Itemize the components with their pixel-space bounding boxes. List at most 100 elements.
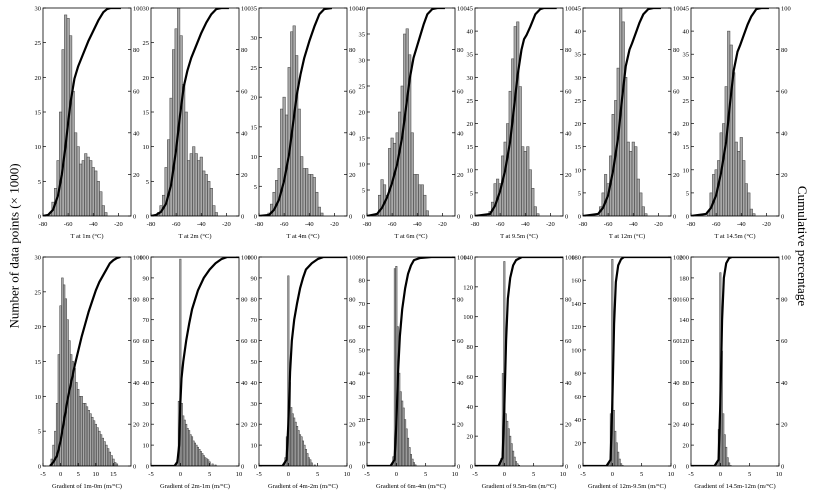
- plot-frame: [150, 256, 240, 467]
- x-tick-label: -40: [629, 221, 638, 228]
- y-tick-label: 0: [146, 214, 149, 221]
- histogram-bar: [179, 258, 182, 466]
- y2-tick-label: 60: [133, 338, 140, 345]
- histogram-bar: [82, 403, 85, 466]
- y2-tick-label: 0: [133, 214, 136, 221]
- x-tick-label: -5: [148, 471, 153, 478]
- y-tick-label: 35: [683, 52, 690, 59]
- histogram-bar: [312, 177, 316, 216]
- y-tick-label: 5: [686, 190, 689, 197]
- x-tick-label: -20: [114, 221, 123, 228]
- histogram-bar: [508, 90, 512, 216]
- y-tick-label: 25: [467, 98, 474, 105]
- y2-tick-label: 60: [133, 89, 140, 96]
- y-tick-label: 0: [38, 214, 41, 221]
- y-tick-label: 20: [575, 121, 582, 128]
- histogram-bar: [712, 174, 716, 216]
- y2-tick-label: 100: [781, 255, 791, 262]
- histogram-bar: [526, 146, 530, 216]
- histogram-bar: [621, 21, 625, 216]
- y-tick-label: 25: [35, 40, 42, 47]
- histogram-bars: [50, 277, 119, 466]
- y-tick-label: 140: [463, 255, 473, 262]
- histogram-bar: [752, 213, 756, 216]
- x-axis-label: Gradient of 9.5m-6m (m/°C): [482, 483, 557, 490]
- histogram-bar: [413, 174, 417, 216]
- y2-tick-label: 40: [349, 130, 356, 137]
- y-tick-label: 35: [359, 32, 366, 39]
- x-tick-label: -80: [39, 221, 48, 228]
- histogram-bar: [209, 188, 213, 216]
- x-tick-label: 5: [640, 471, 643, 478]
- histogram-bar: [110, 455, 113, 466]
- y-tick-label: 10: [35, 394, 42, 401]
- cumulative-curve: [259, 257, 347, 466]
- y2-tick-label: 40: [241, 380, 248, 387]
- plot-frame: [474, 7, 564, 217]
- histogram-bar: [164, 167, 168, 216]
- histogram-bar: [300, 156, 304, 216]
- y2-tick-label: 100: [673, 6, 683, 13]
- plot-frame: [582, 7, 672, 217]
- y-tick-label: 20: [35, 75, 42, 82]
- y2-tick-label: 100: [565, 255, 575, 262]
- y2-tick-label: 100: [457, 6, 467, 13]
- y2-tick-label: 20: [457, 172, 464, 179]
- histogram-bar: [85, 406, 89, 466]
- y2-tick-label: 40: [457, 380, 464, 387]
- y2-tick-label: 0: [457, 214, 460, 221]
- y-tick-label: 10: [35, 144, 42, 151]
- y2-tick-label: 60: [673, 89, 680, 96]
- x-tick-label: 10: [668, 471, 675, 478]
- x-tick-label: -40: [197, 221, 206, 228]
- y2-tick-label: 40: [781, 130, 788, 137]
- y-tick-label: 20: [143, 422, 150, 429]
- y-tick-label: 0: [146, 464, 149, 471]
- y-tick-label: 80: [251, 296, 258, 303]
- y2-tick-label: 80: [133, 47, 140, 54]
- y-tick-label: 180: [571, 255, 581, 262]
- plot-frame: [366, 256, 456, 467]
- x-axis-label: T at 4m (°C): [287, 233, 320, 240]
- cumulative-curve: [367, 8, 445, 216]
- histogram-bar: [69, 35, 73, 216]
- histogram-bar: [280, 108, 284, 216]
- y-tick-label: 10: [683, 167, 690, 174]
- x-tick-label: -40: [413, 221, 422, 228]
- x-tick-label: 15: [110, 471, 117, 478]
- x-tick-label: -20: [222, 221, 231, 228]
- x-tick-label: 0: [611, 471, 614, 478]
- histogram-bar: [70, 354, 73, 466]
- panel-7: 0 5 10 15 20 25 30 35 40 45 0 20 40 60 80 100 -80 -60 -40 -…: [683, 6, 791, 241]
- y2-tick-label: 40: [457, 130, 464, 137]
- y2-tick-label: 100: [133, 255, 143, 262]
- x-tick-label: 10: [236, 471, 243, 478]
- y2-tick-label: 60: [241, 89, 248, 96]
- y2-tick-label: 60: [565, 89, 572, 96]
- histogram-bar: [204, 174, 208, 216]
- histogram-bar: [729, 44, 733, 216]
- y-tick-label: 30: [251, 35, 258, 42]
- y2-tick-label: 60: [457, 338, 464, 345]
- y-tick-label: 35: [467, 52, 474, 59]
- histogram-bar: [91, 167, 95, 216]
- histogram-bar: [631, 141, 635, 216]
- cumulative-curve: [49, 257, 121, 466]
- y2-tick-label: 20: [241, 422, 248, 429]
- y-tick-label: 30: [35, 255, 42, 262]
- histogram-bar: [418, 184, 422, 216]
- histogram-bar: [192, 146, 196, 216]
- y2-tick-label: 100: [673, 255, 683, 262]
- y-tick-label: 5: [146, 179, 149, 186]
- y2-tick-label: 0: [457, 464, 460, 471]
- histogram-bar: [722, 123, 726, 216]
- y-tick-label: 140: [679, 317, 689, 324]
- histogram-bar: [503, 141, 507, 216]
- y-tick-label: 0: [362, 214, 365, 221]
- y2-tick-label: 80: [565, 47, 572, 54]
- histogram-bar: [275, 180, 279, 216]
- histogram-bar: [272, 191, 276, 216]
- y-tick-label: 100: [463, 314, 473, 321]
- y2-tick-label: 0: [241, 214, 244, 221]
- y2-tick-label: 60: [349, 338, 356, 345]
